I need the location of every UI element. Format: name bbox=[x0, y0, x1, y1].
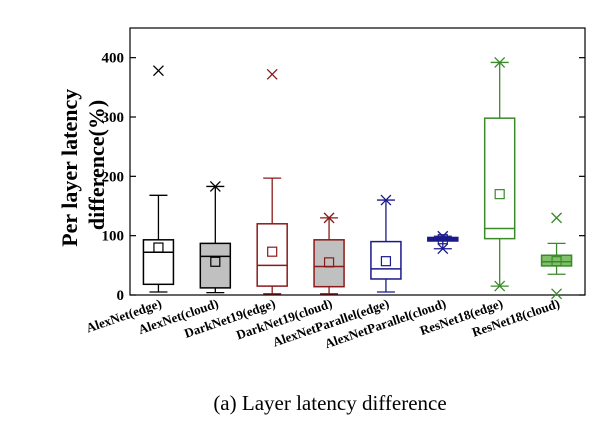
mean-marker bbox=[267, 246, 278, 257]
y-axis-label: Per layer latency difference(%) bbox=[57, 83, 109, 247]
outlier-marker bbox=[152, 65, 164, 77]
outlier-marker bbox=[266, 68, 278, 80]
outlier-marker bbox=[437, 230, 449, 242]
y-tick-label: 400 bbox=[102, 51, 125, 67]
outlier-marker bbox=[494, 56, 506, 68]
box-body bbox=[142, 239, 175, 286]
outlier-stroke-b bbox=[494, 280, 506, 292]
outlier-marker bbox=[551, 212, 563, 224]
box-group bbox=[313, 212, 345, 295]
mean-marker bbox=[494, 189, 505, 200]
outlier-stroke-b bbox=[152, 65, 164, 77]
box-group bbox=[540, 212, 573, 300]
outlier-marker bbox=[494, 280, 506, 292]
box-group bbox=[199, 180, 232, 294]
outlier-stroke-b bbox=[380, 194, 392, 206]
mean-marker bbox=[437, 234, 448, 245]
y-tick-label: 300 bbox=[102, 110, 125, 126]
box-body bbox=[199, 242, 232, 289]
y-tick-label: 100 bbox=[102, 229, 125, 245]
box-body bbox=[483, 117, 516, 240]
outlier-stroke-b bbox=[437, 230, 449, 242]
box-group bbox=[256, 68, 288, 295]
plot-area: 0 100 200 300 400 bbox=[102, 27, 586, 304]
box-group bbox=[483, 56, 516, 292]
category-labels: AlexNet(edge)AlexNet(cloud)DarkNet19(edg… bbox=[84, 296, 561, 352]
figure-caption: (a) Layer latency difference bbox=[213, 391, 446, 415]
box-body bbox=[313, 239, 345, 288]
outlier-stroke-b bbox=[551, 212, 563, 224]
box-group bbox=[142, 65, 175, 293]
outlier-stroke-b bbox=[266, 68, 278, 80]
outlier-stroke-b bbox=[494, 56, 506, 68]
box-group bbox=[427, 230, 459, 255]
outlier-stroke-b bbox=[323, 212, 335, 224]
outlier-marker bbox=[380, 194, 392, 206]
y-axis-label-line-1: Per layer latency bbox=[57, 89, 82, 247]
y-axis-label-line-2: difference(%) bbox=[84, 100, 109, 230]
mean-marker bbox=[210, 256, 221, 267]
outlier-stroke-b bbox=[437, 243, 449, 255]
box-series bbox=[142, 56, 573, 300]
mean-marker bbox=[380, 256, 392, 267]
outlier-marker bbox=[323, 212, 335, 224]
box-group bbox=[370, 194, 402, 293]
box-body bbox=[370, 240, 402, 280]
y-tick-label: 0 bbox=[117, 288, 125, 304]
outlier-stroke-b bbox=[551, 288, 563, 300]
mean-marker bbox=[551, 256, 562, 267]
outlier-marker bbox=[437, 243, 449, 255]
mean-marker bbox=[323, 257, 335, 268]
plot-frame bbox=[129, 27, 586, 296]
y-tick-label: 200 bbox=[102, 169, 125, 185]
box-body bbox=[256, 223, 288, 287]
outlier-marker bbox=[209, 180, 221, 192]
outlier-stroke-b bbox=[209, 180, 221, 192]
outlier-marker bbox=[551, 288, 563, 300]
mean-marker bbox=[153, 242, 164, 253]
